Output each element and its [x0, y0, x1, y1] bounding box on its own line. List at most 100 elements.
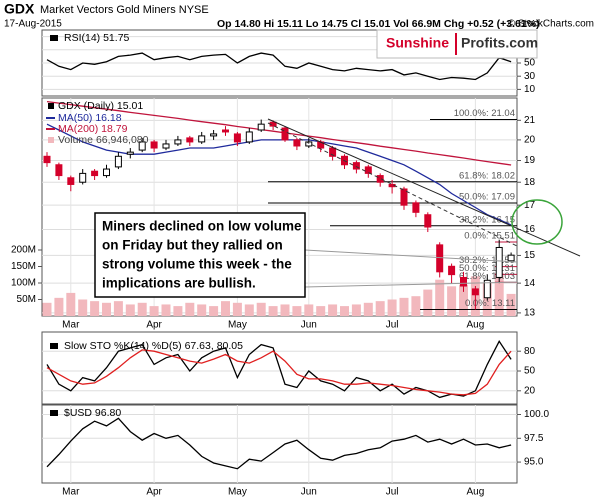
fib-label: 50.0%: 14.31 — [459, 263, 515, 274]
symbol: GDX — [4, 1, 35, 17]
candle-body — [471, 288, 479, 296]
y-tick-label: 14 — [524, 278, 536, 289]
volume-bar — [102, 302, 111, 316]
volume-bar — [328, 304, 338, 316]
y-tick-label: 21 — [524, 115, 536, 126]
annotation-box — [94, 212, 306, 298]
x-tick-label: May — [228, 320, 247, 331]
annotation-line: Miners declined on low volume — [102, 219, 302, 234]
legend-swatch — [50, 343, 58, 349]
x-tick-label: Aug — [467, 487, 485, 498]
candle-body — [210, 133, 218, 137]
annotation-line: implications are bullish. — [102, 276, 256, 291]
y-tick-label: 16 — [524, 224, 536, 235]
candle-body — [257, 123, 265, 131]
series-line — [46, 340, 512, 399]
volume-bar — [268, 306, 278, 316]
candle-body — [186, 137, 194, 143]
fib-label: 0.0%: 15.51 — [464, 231, 515, 242]
volume-bar — [447, 286, 457, 316]
volume-bar — [292, 306, 302, 316]
candle-body — [352, 162, 360, 170]
fib-label: 38.2%: 16.15 — [459, 214, 515, 225]
candle-body — [507, 254, 515, 262]
legend-entry: $USD 96.80 — [64, 407, 121, 419]
annotation: Miners declined on low volume on Friday b… — [102, 219, 302, 291]
volume-bar — [173, 306, 183, 316]
y-tick-label: 97.5 — [524, 433, 544, 444]
y-tick-label: 13 — [524, 308, 536, 319]
candle-body — [460, 276, 467, 287]
volume-bar — [375, 301, 385, 316]
volume-bar — [125, 304, 135, 316]
candle-body — [150, 141, 158, 149]
x-tick-label: Jul — [386, 487, 399, 498]
candle-body — [43, 155, 51, 164]
volume-bar — [316, 306, 326, 316]
volume-bar — [161, 304, 171, 316]
x-tick-label: Jun — [301, 487, 317, 498]
x-tick-label: Jul — [386, 320, 399, 331]
volume-tick-label: 50M — [17, 294, 36, 305]
x-tick-label: Aug — [467, 320, 485, 331]
credit: © StockCharts.com — [508, 19, 594, 30]
fib-label: 50.0%: 17.09 — [459, 192, 515, 203]
annotation-line: strong volume this week - the — [102, 257, 292, 272]
volume-bar — [209, 306, 219, 316]
y-tick-label: 18 — [524, 177, 536, 188]
y-tick-label: 17 — [524, 200, 536, 211]
volume-bar — [42, 302, 52, 316]
volume-bar — [340, 306, 349, 316]
trend-line — [267, 118, 581, 257]
volume-bar — [506, 293, 516, 316]
series-line — [46, 417, 512, 470]
y-tick-label: 30 — [524, 71, 536, 82]
y-tick-label: 100.0 — [524, 409, 549, 420]
volume-tick-label: 100M — [11, 278, 36, 289]
volume-bar — [494, 273, 504, 316]
x-tick-label: Apr — [146, 487, 162, 498]
channel-line — [304, 249, 518, 263]
legend-entry: Volume 66,946,080 — [58, 134, 149, 146]
legend-swatch — [50, 35, 58, 41]
series-line — [46, 100, 512, 166]
date: 17-Aug-2015 — [4, 19, 62, 30]
legend-entry: MA(200) 18.79 — [58, 123, 128, 135]
candle-body — [114, 155, 122, 168]
volume-bar — [304, 304, 314, 316]
quote: Op 14.80 Hi 15.11 Lo 14.75 Cl 15.01 Vol … — [217, 18, 540, 30]
volume-bar — [435, 279, 445, 316]
volume-bar — [90, 301, 100, 316]
logo-profits: Profits.com — [461, 35, 538, 51]
volume-bar — [66, 292, 76, 316]
channel-line — [304, 281, 518, 288]
series-line — [46, 123, 512, 226]
candle-body — [436, 244, 444, 273]
candle-body — [364, 166, 372, 174]
candle-body — [412, 202, 420, 213]
volume-bar — [78, 299, 88, 316]
x-tick-label: Jun — [301, 320, 317, 331]
volume-bar — [423, 289, 433, 316]
x-tick-label: Mar — [62, 320, 80, 331]
volume-bar — [54, 297, 64, 316]
x-tick-label: Mar — [62, 487, 80, 498]
volume-bar — [387, 299, 397, 316]
legend-swatch — [50, 410, 58, 416]
legend-swatch — [48, 137, 54, 143]
candle-body — [162, 143, 170, 149]
candle-body — [305, 141, 313, 147]
logo-sunshine: Sunshine — [386, 35, 449, 51]
candle-body — [79, 172, 87, 183]
candle-body — [483, 279, 491, 299]
series-line — [46, 349, 512, 396]
y-tick-label: 20 — [524, 135, 536, 146]
volume-bar — [256, 302, 266, 316]
candle-body — [198, 135, 206, 143]
candle-body — [174, 139, 182, 145]
candle-body — [376, 175, 384, 183]
volume-bar — [137, 302, 147, 316]
volume-bar — [149, 306, 159, 316]
volume-bar — [280, 304, 290, 316]
volume-tick-label: 150M — [11, 261, 36, 272]
